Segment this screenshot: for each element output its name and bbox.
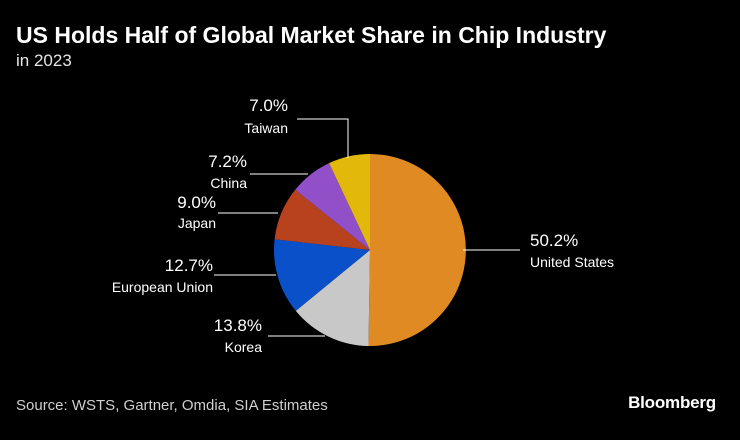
slice-percent-label: 50.2%: [530, 231, 578, 250]
leader-lines: [214, 118, 520, 337]
slice-name-label: China: [210, 175, 247, 191]
pie-slice-china: [295, 163, 370, 250]
pie-slices: [274, 154, 466, 346]
slice-name-label: European Union: [112, 279, 213, 295]
slice-name-label: Japan: [178, 215, 216, 231]
pie-slice-taiwan: [329, 154, 370, 250]
slice-name-label: United States: [530, 254, 614, 270]
pie-slice-european-union: [274, 239, 370, 311]
slice-percent-label: 7.0%: [249, 96, 288, 115]
slice-percent-label: 13.8%: [214, 316, 262, 335]
source-note: Source: WSTS, Gartner, Omdia, SIA Estima…: [16, 397, 328, 414]
pie-slice-united-states: [368, 154, 466, 346]
slice-labels: 50.2% United States 13.8% Korea 12.7% Europea…: [112, 96, 614, 355]
slice-percent-label: 7.2%: [208, 152, 247, 171]
slice-name-label: Taiwan: [244, 120, 288, 136]
leader-line-taiwan: [297, 118, 349, 158]
pie-slice-japan: [274, 189, 370, 250]
pie-slice-korea: [295, 250, 370, 346]
slice-percent-label: 9.0%: [177, 193, 216, 212]
chart-subtitle: in 2023: [16, 51, 72, 70]
slice-name-label: Korea: [225, 339, 263, 355]
slice-percent-label: 12.7%: [165, 256, 213, 275]
chart-title: US Holds Half of Global Market Share in …: [16, 22, 607, 48]
bloomberg-logo: Bloomberg: [628, 393, 716, 412]
